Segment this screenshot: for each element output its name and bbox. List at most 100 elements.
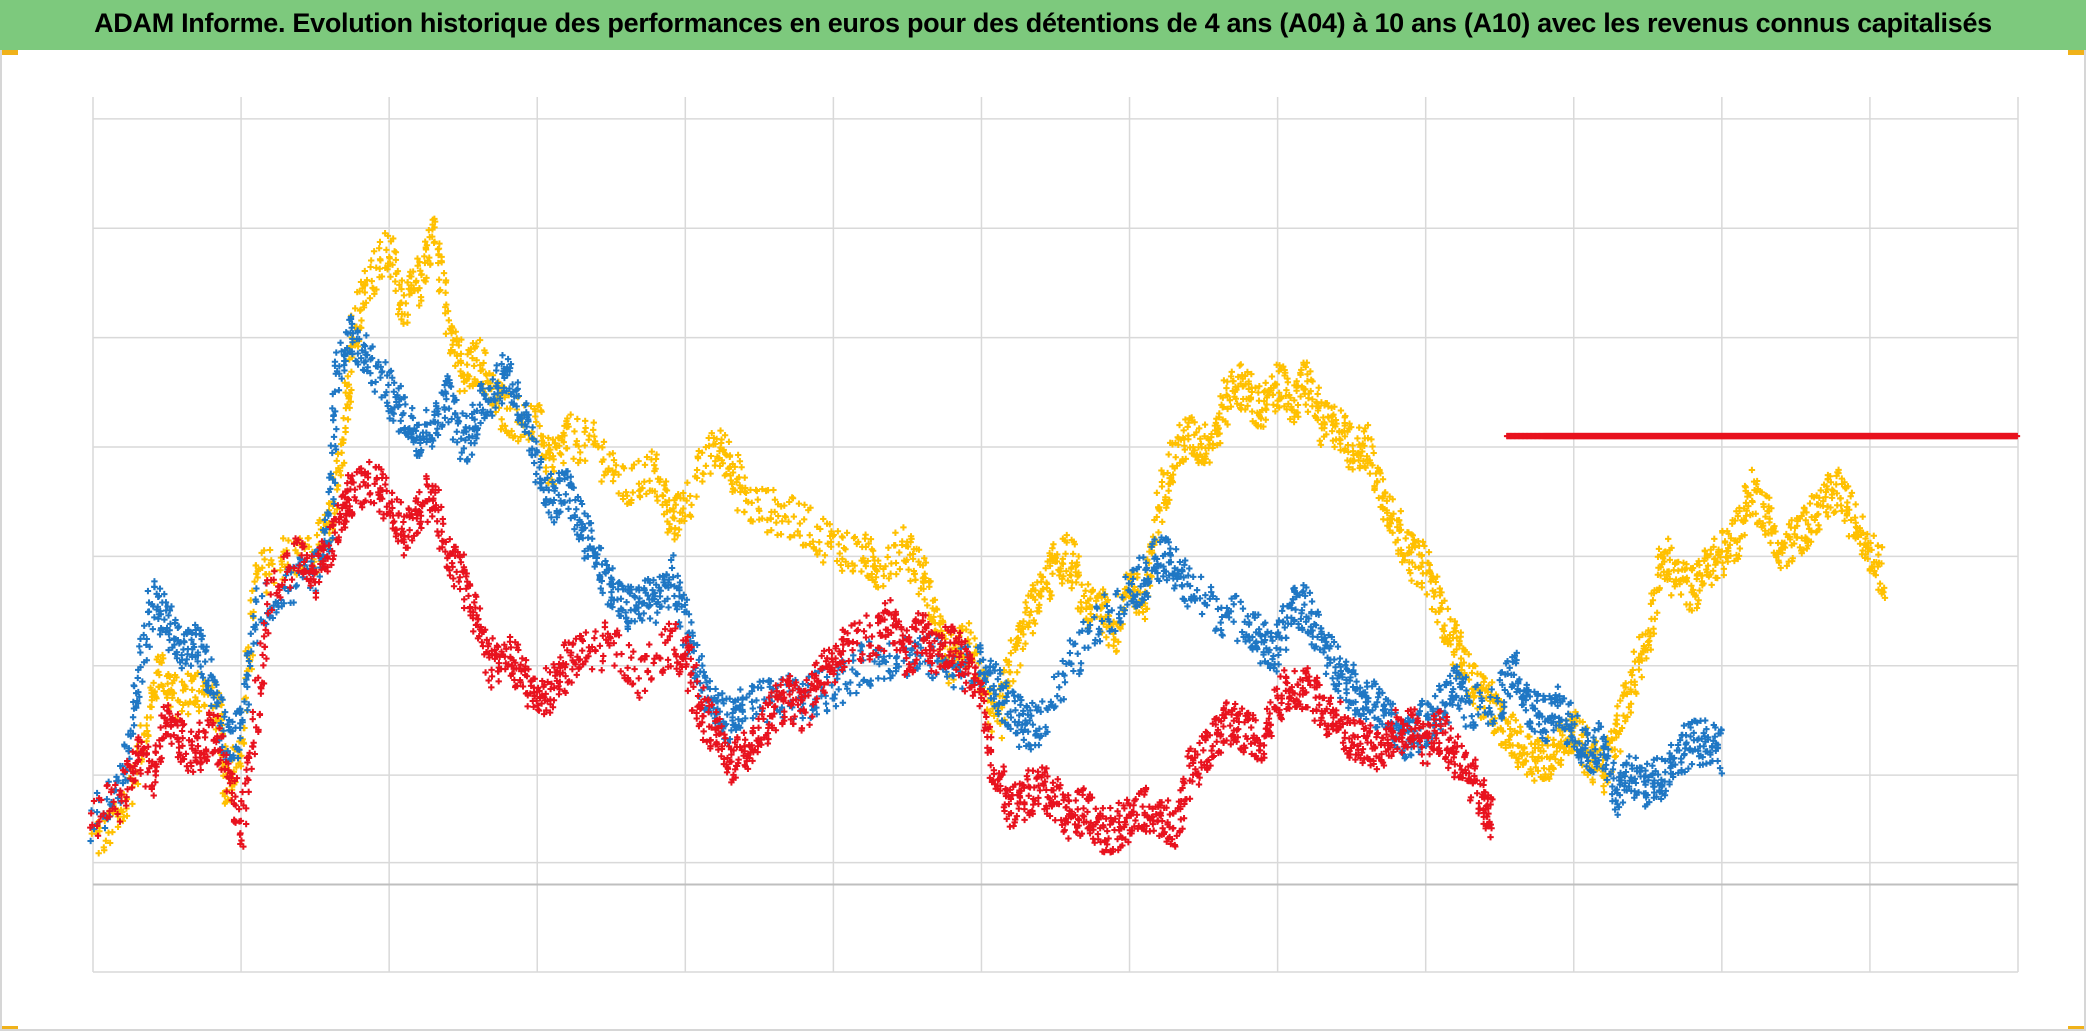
marker-yellow bbox=[600, 456, 607, 463]
marker-yellow bbox=[688, 501, 695, 509]
marker-yellow bbox=[1176, 421, 1183, 429]
marker-yellow bbox=[1499, 728, 1507, 735]
marker-yellow bbox=[721, 472, 729, 479]
marker-yellow bbox=[1315, 384, 1322, 391]
marker-blue bbox=[1197, 573, 1205, 581]
marker-yellow bbox=[179, 687, 187, 694]
marker-yellow bbox=[834, 528, 842, 535]
marker-blue bbox=[1563, 717, 1570, 724]
marker-yellow bbox=[387, 238, 395, 245]
marker-yellow bbox=[1441, 634, 1449, 641]
marker-yellow bbox=[1517, 728, 1524, 735]
marker-yellow bbox=[482, 349, 489, 357]
marker-yellow bbox=[787, 533, 794, 541]
chart-title: ADAM Informe. Evolution historique des p… bbox=[94, 8, 1992, 38]
marker-yellow bbox=[1581, 769, 1588, 776]
marker-yellow bbox=[1244, 402, 1251, 410]
marker-yellow bbox=[1227, 403, 1235, 410]
marker-yellow bbox=[1330, 411, 1337, 418]
marker-yellow bbox=[635, 480, 643, 487]
marker-yellow bbox=[903, 556, 910, 563]
marker-yellow bbox=[362, 299, 370, 307]
marker-yellow bbox=[1347, 423, 1355, 431]
marker-blue bbox=[1554, 683, 1562, 690]
marker-yellow bbox=[1272, 380, 1279, 388]
marker-yellow bbox=[771, 508, 778, 516]
marker-blue bbox=[987, 657, 994, 665]
marker-yellow bbox=[367, 263, 374, 271]
marker-blue bbox=[1462, 723, 1469, 730]
marker-blue bbox=[258, 592, 266, 600]
marker-yellow bbox=[1456, 642, 1463, 649]
marker-yellow bbox=[1572, 708, 1579, 716]
marker-blue bbox=[835, 686, 842, 693]
marker-yellow bbox=[532, 418, 540, 426]
marker-yellow bbox=[1314, 400, 1321, 407]
marker-yellow bbox=[1844, 499, 1851, 506]
marker-yellow bbox=[820, 515, 827, 523]
marker-yellow bbox=[1436, 585, 1444, 592]
marker-yellow bbox=[268, 557, 275, 564]
marker-yellow bbox=[893, 570, 900, 578]
marker-yellow bbox=[1158, 483, 1166, 490]
marker-yellow bbox=[1159, 518, 1166, 526]
marker-yellow bbox=[1060, 573, 1067, 580]
marker-yellow bbox=[1379, 505, 1387, 512]
marker-yellow bbox=[671, 515, 678, 522]
marker-yellow bbox=[1748, 497, 1756, 505]
marker-yellow bbox=[1012, 646, 1019, 653]
marker-yellow bbox=[1291, 397, 1298, 404]
marker-yellow bbox=[1073, 579, 1080, 586]
marker-yellow bbox=[557, 451, 565, 458]
marker-yellow bbox=[836, 550, 843, 557]
marker-yellow bbox=[915, 558, 922, 565]
marker-yellow bbox=[612, 462, 620, 469]
marker-yellow bbox=[170, 677, 178, 684]
marker-yellow bbox=[1535, 753, 1542, 761]
marker-yellow bbox=[1333, 420, 1340, 427]
marker-yellow bbox=[423, 242, 431, 249]
marker-yellow bbox=[563, 445, 570, 452]
marker-blue bbox=[823, 707, 831, 715]
marker-yellow bbox=[1418, 552, 1425, 560]
marker-yellow bbox=[194, 697, 201, 705]
marker-yellow bbox=[736, 457, 744, 465]
marker-yellow bbox=[228, 783, 236, 790]
marker-yellow bbox=[1200, 459, 1208, 466]
marker-yellow bbox=[874, 557, 882, 564]
marker-yellow bbox=[590, 419, 597, 426]
marker-blue bbox=[1522, 707, 1530, 714]
marker-yellow bbox=[358, 324, 365, 332]
marker-yellow bbox=[221, 793, 229, 800]
marker-yellow bbox=[1349, 466, 1356, 473]
marker-blue bbox=[329, 449, 336, 457]
marker-blue bbox=[236, 724, 244, 732]
marker-yellow bbox=[1302, 386, 1309, 393]
marker-yellow bbox=[457, 359, 465, 367]
marker-yellow bbox=[1402, 535, 1409, 542]
marker-yellow bbox=[1202, 450, 1210, 457]
marker-yellow bbox=[1226, 397, 1234, 404]
marker-yellow bbox=[1481, 675, 1488, 682]
marker-blue bbox=[1061, 679, 1069, 686]
marker-yellow bbox=[1528, 770, 1536, 778]
marker-yellow bbox=[662, 478, 670, 485]
marker-yellow bbox=[1441, 622, 1448, 629]
marker-yellow bbox=[1180, 427, 1187, 434]
marker-yellow bbox=[545, 434, 552, 442]
marker-yellow bbox=[452, 328, 459, 335]
marker-yellow bbox=[1373, 478, 1381, 485]
marker-yellow bbox=[725, 438, 733, 446]
marker-yellow bbox=[666, 525, 673, 533]
marker-yellow bbox=[406, 291, 413, 298]
marker-blue bbox=[1214, 605, 1222, 613]
marker-yellow bbox=[560, 438, 567, 446]
marker-yellow bbox=[1263, 401, 1270, 408]
marker-yellow bbox=[277, 567, 284, 574]
marker-yellow bbox=[378, 273, 386, 280]
marker-yellow bbox=[438, 259, 445, 266]
marker-yellow bbox=[925, 577, 933, 585]
marker-yellow bbox=[693, 466, 701, 474]
marker-yellow bbox=[729, 469, 737, 476]
marker-yellow bbox=[1113, 620, 1120, 627]
